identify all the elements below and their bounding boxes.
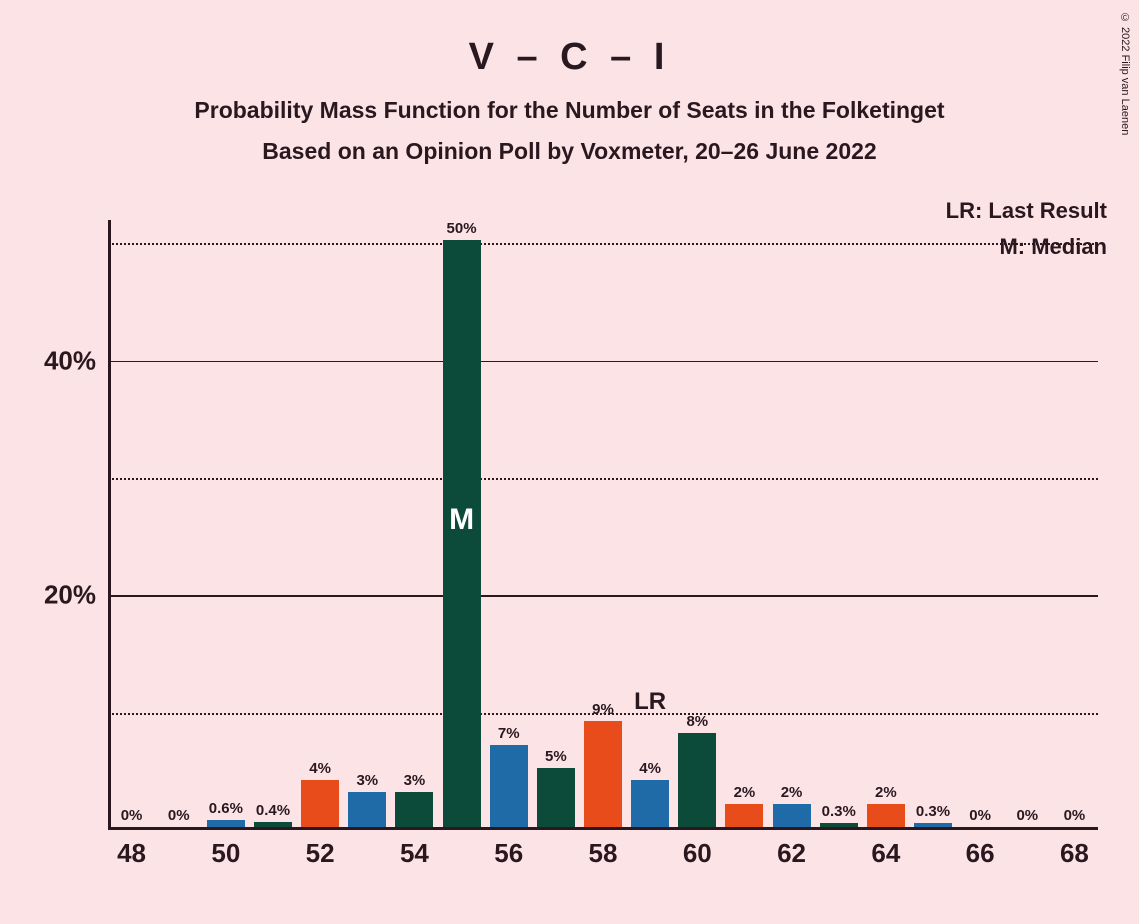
bar: [301, 780, 339, 827]
copyright-text: © 2022 Filip van Laenen: [1119, 12, 1131, 135]
bar-value-label: 2%: [875, 784, 897, 801]
bar-value-label: 0.3%: [916, 803, 950, 820]
bar-value-label: 0%: [121, 807, 143, 824]
bar: [348, 792, 386, 827]
bar: [725, 804, 763, 827]
bar: [773, 804, 811, 827]
last-result-marker: LR: [634, 688, 666, 716]
bar: [395, 792, 433, 827]
bar-value-label: 3%: [356, 772, 378, 789]
gridline: [108, 361, 1098, 363]
chart-title: V – C – I: [0, 0, 1139, 79]
chart-plot-area: 0% 0% 0.6% 0.4% 4% 3% 3% 50% M 7% 5% 9% 4% LR 8% 2% 2% 0.…: [108, 220, 1098, 830]
x-axis-label: 66: [966, 838, 995, 869]
median-marker: M: [449, 503, 474, 537]
bar-value-label: 0%: [1016, 807, 1038, 824]
bar-value-label: 4%: [309, 760, 331, 777]
gridline: [108, 478, 1098, 480]
x-axis-label: 56: [494, 838, 523, 869]
y-axis-label: 40%: [44, 345, 96, 376]
bar-value-label: 2%: [781, 784, 803, 801]
bar-value-label: 0%: [1064, 807, 1086, 824]
x-axis-label: 60: [683, 838, 712, 869]
x-axis-label: 64: [871, 838, 900, 869]
x-axis-label: 48: [117, 838, 146, 869]
x-axis-label: 52: [306, 838, 335, 869]
bar-value-label: 0%: [168, 807, 190, 824]
x-axis-label: 62: [777, 838, 806, 869]
chart-subtitle-2: Based on an Opinion Poll by Voxmeter, 20…: [0, 138, 1139, 165]
bar-value-label: 4%: [639, 760, 661, 777]
bar-value-label: 0.4%: [256, 802, 290, 819]
bar-value-label: 9%: [592, 701, 614, 718]
bar: [537, 768, 575, 827]
bar-value-label: 7%: [498, 725, 520, 742]
bar: [631, 780, 669, 827]
x-axis-label: 50: [211, 838, 240, 869]
bar-value-label: 2%: [734, 784, 756, 801]
bar: [490, 745, 528, 827]
y-axis-label: 20%: [44, 580, 96, 611]
x-axis-line: [108, 827, 1098, 830]
bar-value-label: 5%: [545, 748, 567, 765]
gridline: [108, 243, 1098, 245]
bar: [584, 721, 622, 827]
bar-value-label: 3%: [404, 772, 426, 789]
bar-value-label: 0.6%: [209, 800, 243, 817]
y-axis-line: [108, 220, 111, 830]
bar-value-label: 0%: [969, 807, 991, 824]
bar-value-label: 8%: [686, 713, 708, 730]
bar: [678, 733, 716, 827]
bar-value-label: 50%: [447, 220, 477, 237]
bar: [207, 820, 245, 827]
x-axis-label: 68: [1060, 838, 1089, 869]
chart-subtitle-1: Probability Mass Function for the Number…: [0, 97, 1139, 124]
bar: [867, 804, 905, 827]
x-axis-label: 54: [400, 838, 429, 869]
bar-value-label: 0.3%: [822, 803, 856, 820]
gridline: [108, 595, 1098, 597]
x-axis-label: 58: [589, 838, 618, 869]
